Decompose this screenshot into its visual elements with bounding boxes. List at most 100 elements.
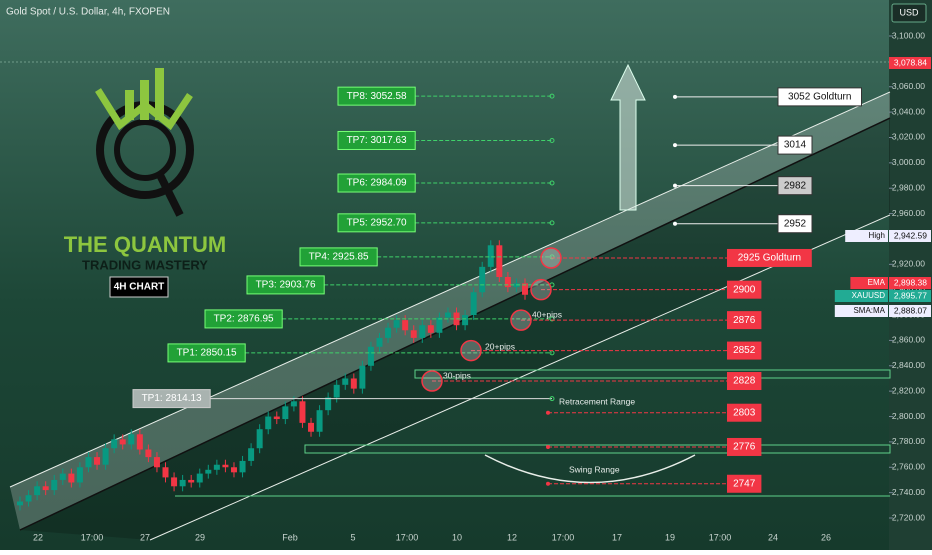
level-box — [727, 403, 762, 422]
level-box — [777, 87, 862, 107]
target-box — [132, 389, 211, 409]
level-label: 2952 — [784, 218, 807, 229]
logo — [95, 68, 194, 217]
level-circle — [460, 339, 482, 362]
target-label: TP4: 2925.85 — [309, 252, 369, 263]
candle — [51, 479, 58, 491]
x-tick-label: Feb — [282, 532, 298, 542]
candle — [393, 320, 400, 328]
annotation: Swing Range — [569, 464, 620, 474]
y-tick-label: 2,740.00 — [892, 487, 925, 497]
y-tick-label: 2,820.00 — [892, 385, 925, 395]
candle — [59, 473, 66, 480]
level-box — [727, 248, 812, 267]
x-tick-label: 22 — [33, 532, 43, 542]
target-label: TP2: 2876.95 — [214, 314, 274, 325]
target-box — [167, 343, 246, 363]
level-dot — [546, 410, 550, 415]
y-tick-label: 2,720.00 — [892, 512, 925, 522]
level-circle — [421, 370, 443, 392]
candle — [273, 416, 280, 420]
candle — [385, 327, 392, 338]
candle — [145, 449, 152, 458]
level-dot — [673, 221, 677, 226]
candle — [290, 401, 297, 407]
candle — [102, 448, 109, 465]
candle — [179, 479, 186, 487]
target-dot — [549, 254, 555, 260]
currency: USD — [899, 7, 919, 17]
badge-name: EMA — [868, 278, 886, 287]
y-tick-label: 3,000.00 — [892, 157, 925, 167]
candle — [436, 317, 443, 333]
y-tick-label: 2,960.00 — [892, 208, 925, 218]
candle — [213, 464, 220, 470]
target-label: TP3: 2903.76 — [256, 280, 316, 291]
level-dot — [673, 94, 677, 99]
annotation: 40+pips — [532, 309, 562, 319]
x-tick-label: 26 — [821, 532, 831, 542]
candle — [402, 320, 409, 331]
level-label: 2925 Goldturn — [738, 253, 801, 264]
level-label: 2803 — [733, 407, 756, 418]
x-tick-label: 17 — [612, 532, 622, 542]
level-dot — [673, 143, 677, 148]
target-dot — [549, 220, 555, 226]
candle — [479, 266, 486, 293]
level-label: 2747 — [733, 478, 756, 489]
level-dot — [673, 183, 677, 188]
x-tick-label: 27 — [140, 532, 150, 542]
level-box — [727, 280, 762, 299]
level-box — [727, 437, 762, 456]
level-dot — [546, 481, 550, 486]
zone — [414, 369, 891, 379]
target-box — [337, 173, 416, 193]
target-box — [246, 275, 325, 295]
annotation: Retracement Range — [559, 396, 635, 406]
y-tick-label: 2,840.00 — [892, 360, 925, 370]
y-tick-label: 3,020.00 — [892, 132, 925, 142]
currency-box — [891, 3, 927, 23]
badge-box — [889, 305, 931, 317]
y-tick-label: 2,860.00 — [892, 335, 925, 345]
badge-box — [109, 276, 169, 298]
candle — [444, 312, 451, 318]
y-tick-label: 3,100.00 — [892, 30, 925, 40]
swing-arc — [484, 454, 696, 484]
x-tick-label: 17:00 — [709, 532, 732, 542]
target-label: TP8: 3052.58 — [347, 91, 407, 102]
level-dot — [546, 444, 550, 449]
candle — [470, 292, 477, 316]
candle — [367, 346, 374, 366]
candle — [239, 460, 246, 473]
candle — [487, 245, 494, 267]
level-box — [777, 214, 813, 234]
candle — [419, 325, 426, 338]
y-tick-label: 3,060.00 — [892, 81, 925, 91]
annotation: 30-pips — [443, 370, 471, 380]
badge-value: 3,078.84 — [894, 57, 927, 67]
target-box — [299, 247, 378, 267]
badge-value: 2,942.59 — [894, 230, 927, 240]
candle — [282, 406, 289, 420]
target-dot — [549, 316, 555, 322]
candle — [76, 467, 83, 483]
y-tick-label: 2,980.00 — [892, 182, 925, 192]
logo-subtitle: TRADING MASTERY — [82, 257, 208, 272]
level-label: 2982 — [784, 180, 807, 191]
candle — [222, 464, 229, 468]
candle — [359, 365, 366, 389]
target-label: TP7: 3017.63 — [347, 135, 407, 146]
candle — [94, 457, 101, 465]
y-tick-label: 2,800.00 — [892, 411, 925, 421]
candle — [410, 330, 417, 338]
badge-box — [889, 290, 931, 302]
candle — [119, 439, 126, 445]
candle — [136, 434, 143, 450]
x-tick-label: 19 — [665, 532, 675, 542]
badge-box — [889, 230, 931, 242]
candle — [196, 473, 203, 483]
up-arrow — [610, 63, 646, 211]
candle — [153, 457, 160, 468]
